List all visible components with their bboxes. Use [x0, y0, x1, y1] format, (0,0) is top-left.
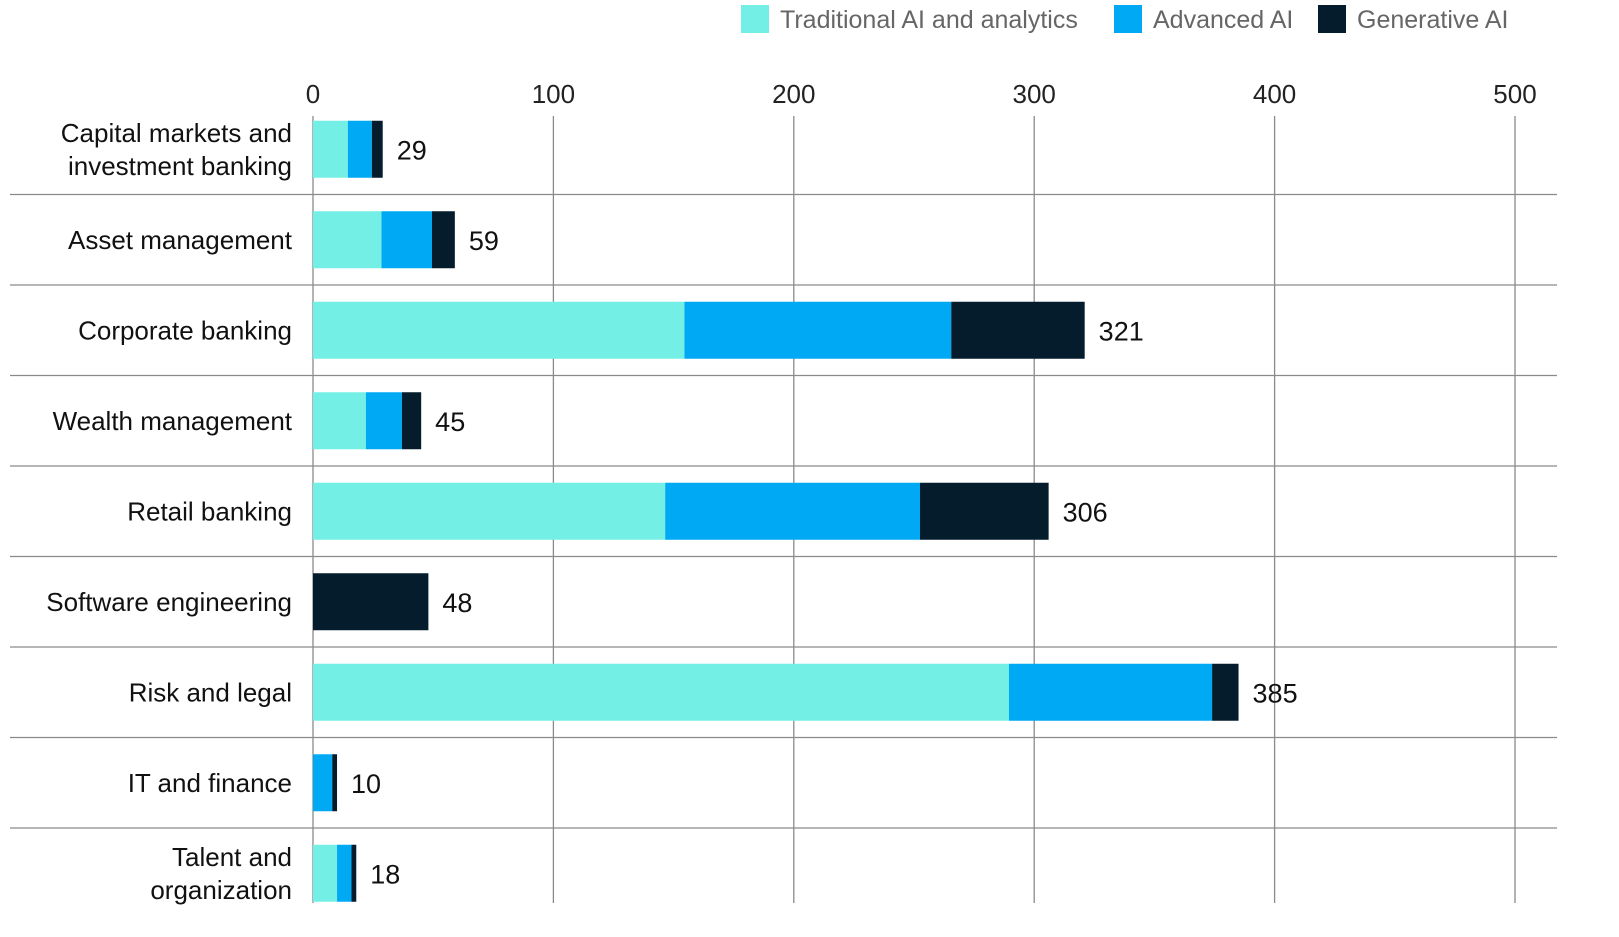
- x-axis-ticks: 0 100 200 300 400 500: [306, 79, 1537, 109]
- category-label: Retail banking: [127, 496, 292, 526]
- x-tick-label-200: 200: [772, 79, 815, 109]
- legend-label-2: Generative AI: [1357, 6, 1508, 34]
- bar-segment-5-2: [313, 573, 429, 631]
- category-label: Risk and legal: [129, 677, 292, 707]
- legend-label-1: Advanced AI: [1153, 6, 1293, 34]
- legend-swatch-2: [1318, 5, 1346, 33]
- category-label: organization: [150, 875, 292, 905]
- bar-segment-7-2: [332, 754, 338, 812]
- legend: Traditional AI and analytics Advanced AI G…: [741, 5, 1508, 34]
- category-label: investment banking: [68, 151, 292, 181]
- bar-segment-3-0: [313, 392, 366, 450]
- bar-segment-4-1: [665, 482, 921, 540]
- x-tick-label-400: 400: [1253, 79, 1296, 109]
- total-label: 45: [435, 407, 465, 437]
- category-label: Software engineering: [46, 587, 292, 617]
- total-label: 385: [1253, 678, 1298, 708]
- x-tick-label-500: 500: [1493, 79, 1536, 109]
- bar-segment-6-0: [313, 663, 1009, 721]
- bar-segment-0-0: [313, 120, 348, 178]
- bar-segment-8-1: [337, 844, 352, 902]
- total-label: 10: [351, 769, 381, 799]
- bar-segment-2-1: [684, 301, 952, 359]
- category-label: Capital markets and: [61, 118, 292, 148]
- x-tick-label-0: 0: [306, 79, 320, 109]
- total-label: 306: [1063, 497, 1108, 527]
- total-labels: 29 59 321 45 306 48 385 10 18: [351, 135, 1298, 889]
- category-label: IT and finance: [128, 768, 292, 798]
- bar-segment-2-0: [313, 301, 685, 359]
- total-label: 59: [469, 226, 499, 256]
- total-label: 29: [397, 135, 427, 165]
- category-label: Corporate banking: [78, 315, 292, 345]
- bar-segment-6-1: [1008, 663, 1213, 721]
- total-label: 321: [1099, 316, 1144, 346]
- bar-segment-1-2: [431, 211, 455, 269]
- bar-segment-6-2: [1212, 663, 1239, 721]
- bar-segment-7-1: [313, 754, 333, 812]
- legend-swatch-0: [741, 5, 769, 33]
- bar-segment-3-2: [401, 392, 422, 450]
- bar-segment-3-1: [365, 392, 402, 450]
- bar-segment-0-2: [371, 120, 383, 178]
- bar-segment-2-2: [951, 301, 1085, 359]
- category-label: Talent and: [172, 842, 292, 872]
- category-label: Asset management: [68, 225, 293, 255]
- legend-swatch-1: [1114, 5, 1142, 33]
- category-label: Wealth management: [53, 406, 293, 436]
- bars: [313, 120, 1239, 902]
- total-label: 48: [442, 588, 472, 618]
- bar-segment-1-0: [313, 211, 382, 269]
- bar-segment-4-2: [920, 482, 1049, 540]
- bar-segment-4-0: [313, 482, 666, 540]
- total-label: 18: [370, 859, 400, 889]
- legend-label-0: Traditional AI and analytics: [780, 6, 1078, 34]
- bar-segment-1-1: [381, 211, 432, 269]
- x-tick-label-100: 100: [532, 79, 575, 109]
- x-tick-label-300: 300: [1013, 79, 1056, 109]
- bar-segment-0-1: [347, 120, 372, 178]
- bar-segment-8-2: [351, 844, 357, 902]
- bar-segment-8-0: [313, 844, 338, 902]
- row-separators: [10, 193, 1557, 829]
